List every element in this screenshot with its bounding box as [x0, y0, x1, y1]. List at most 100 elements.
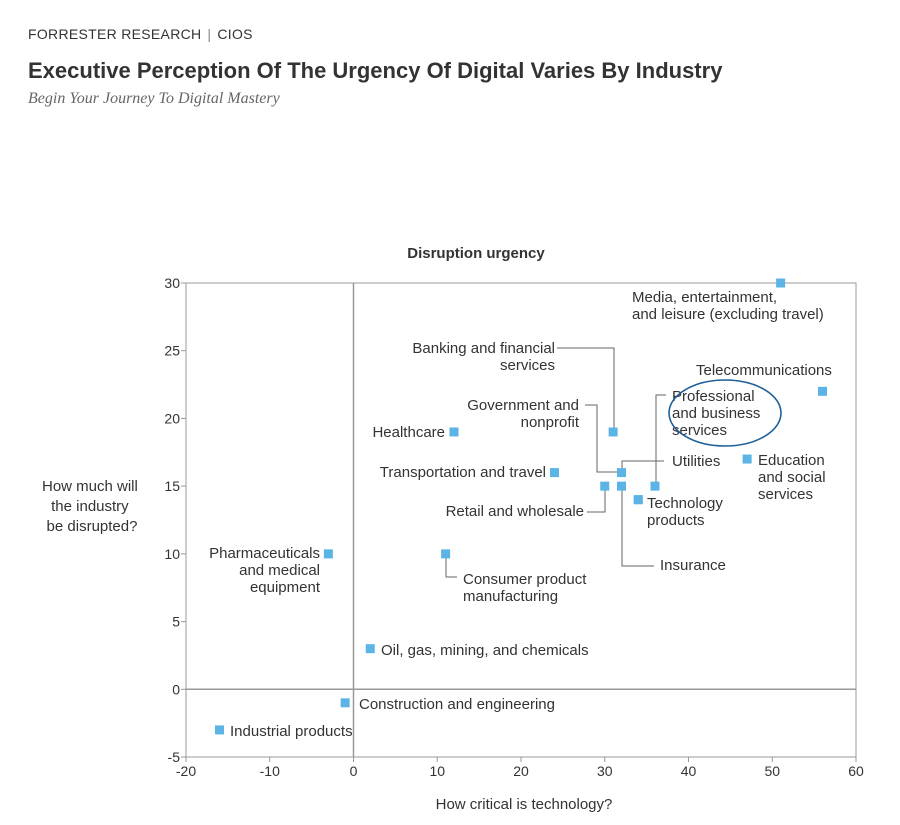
point-label: Education and social services: [758, 452, 826, 503]
point-label-line: services: [500, 357, 555, 374]
point-label: Retail and wholesale: [446, 503, 584, 520]
point-label-line: Government and: [467, 397, 579, 414]
point-label: Banking and financial services: [412, 340, 555, 374]
point-label: Technology products: [647, 495, 723, 529]
point-label-line: manufacturing: [463, 588, 558, 605]
leader-line: [621, 460, 664, 472]
x-axis-label: How critical is technology?: [436, 796, 613, 813]
point-label: Professional and business services: [672, 388, 760, 439]
data-point: [441, 549, 451, 559]
header: FORRESTER RESEARCH | CIOS Executive Percep…: [28, 26, 722, 108]
page-title: Executive Perception Of The Urgency Of D…: [28, 58, 723, 83]
data-point: [323, 549, 333, 559]
point-label: Oil, gas, mining, and chemicals: [381, 642, 589, 659]
data-point: [617, 481, 626, 491]
point-label-line: and business: [672, 405, 760, 422]
x-tick-label: 30: [597, 763, 613, 779]
point-label-line: Insurance: [660, 557, 726, 574]
y-axis-label: How much will the industry be disrupted?: [42, 478, 142, 535]
point-label-line: Construction and engineering: [359, 696, 555, 713]
point-label: Utilities: [672, 453, 720, 470]
data-point: [365, 644, 375, 654]
data-point: [340, 698, 350, 708]
x-tick-label: 60: [848, 763, 864, 779]
point-label-line: services: [758, 486, 813, 503]
y-tick-label: 10: [164, 546, 180, 562]
data-point: [650, 481, 660, 491]
point-label: Government and nonprofit: [467, 397, 580, 431]
point-label-line: Education: [758, 452, 825, 469]
data-point: [633, 495, 643, 505]
point-label-line: Industrial products: [230, 723, 353, 740]
point-label-line: and leisure (excluding travel): [632, 306, 824, 323]
data-point: [449, 427, 459, 437]
y-axis-label-line: How much will: [42, 478, 138, 495]
leader-lines-layer: [445, 347, 666, 578]
point-label: Insurance: [660, 557, 726, 574]
point-label-line: Telecommunications: [696, 362, 832, 379]
kicker: FORRESTER RESEARCH | CIOS: [28, 26, 722, 42]
point-label: Telecommunications: [696, 362, 832, 379]
y-tick-label: 15: [164, 478, 180, 494]
x-tick-label: 20: [513, 763, 529, 779]
section: CIOS: [217, 26, 253, 42]
leader-line: [445, 554, 457, 578]
point-label-line: products: [647, 512, 705, 529]
leader-line: [557, 347, 615, 432]
point-label: Media, entertainment, and leisure (exclud…: [632, 289, 824, 323]
chart-title: Disruption urgency: [407, 245, 545, 262]
point-label: Industrial products: [230, 723, 353, 740]
x-tick-label: 50: [764, 763, 780, 779]
point-label: Healthcare: [372, 424, 445, 441]
point-label-line: Utilities: [672, 453, 720, 470]
data-point: [742, 454, 752, 464]
y-axis-label-line: the industry: [51, 498, 129, 515]
x-tick-label: 0: [350, 763, 358, 779]
x-tick-label: -20: [176, 763, 196, 779]
axes-layer: -20 -10 0 10 20 30 40 50 60 -5 0 5 10 15 20 25 30: [164, 275, 864, 779]
y-tick-label: 25: [164, 343, 180, 359]
point-label-line: Healthcare: [372, 424, 445, 441]
point-label-line: Professional: [672, 388, 755, 405]
point-label-line: Banking and financial: [412, 340, 555, 357]
point-label-line: nonprofit: [521, 414, 580, 431]
point-label-line: Transportation and travel: [380, 464, 546, 481]
page-subtitle: Begin Your Journey To Digital Mastery: [28, 90, 280, 107]
kicker-separator: |: [207, 26, 212, 42]
point-label-line: Consumer product: [463, 571, 587, 588]
highlight-ellipse: [668, 379, 782, 447]
x-tick-label: 40: [681, 763, 697, 779]
y-tick-label: 0: [172, 681, 180, 697]
point-label: Consumer product manufacturing: [463, 571, 587, 605]
publisher: FORRESTER RESEARCH: [28, 26, 202, 42]
data-point: [608, 427, 618, 437]
point-label: Transportation and travel: [380, 464, 546, 481]
data-point: [600, 481, 610, 491]
data-point: [776, 278, 786, 288]
leader-line: [655, 394, 666, 486]
point-label-line: Media, entertainment,: [632, 289, 777, 306]
y-tick-label: -5: [168, 749, 181, 765]
point-label-line: Retail and wholesale: [446, 503, 584, 520]
point-label: Construction and engineering: [359, 696, 555, 713]
labels-layer: Media, entertainment, and leisure (exclud…: [209, 289, 832, 740]
point-label-line: equipment: [250, 579, 321, 596]
x-tick-label: -10: [260, 763, 280, 779]
y-tick-label: 30: [164, 275, 180, 291]
y-axis-label-line: be disrupted?: [47, 518, 138, 535]
point-label-line: and social: [758, 469, 826, 486]
leader-line: [585, 404, 622, 473]
data-point: [617, 468, 626, 478]
points-layer: [215, 278, 827, 735]
point-label: Pharmaceuticals and medical equipment: [209, 545, 321, 596]
data-point: [550, 468, 559, 478]
point-label-line: Pharmaceuticals: [209, 545, 320, 562]
x-tick-label: 10: [429, 763, 445, 779]
point-label-line: Technology: [647, 495, 723, 512]
data-point: [215, 725, 224, 735]
point-label-line: services: [672, 422, 727, 439]
leader-line: [621, 486, 654, 567]
data-point: [818, 386, 827, 396]
point-label-line: and medical: [239, 562, 320, 579]
